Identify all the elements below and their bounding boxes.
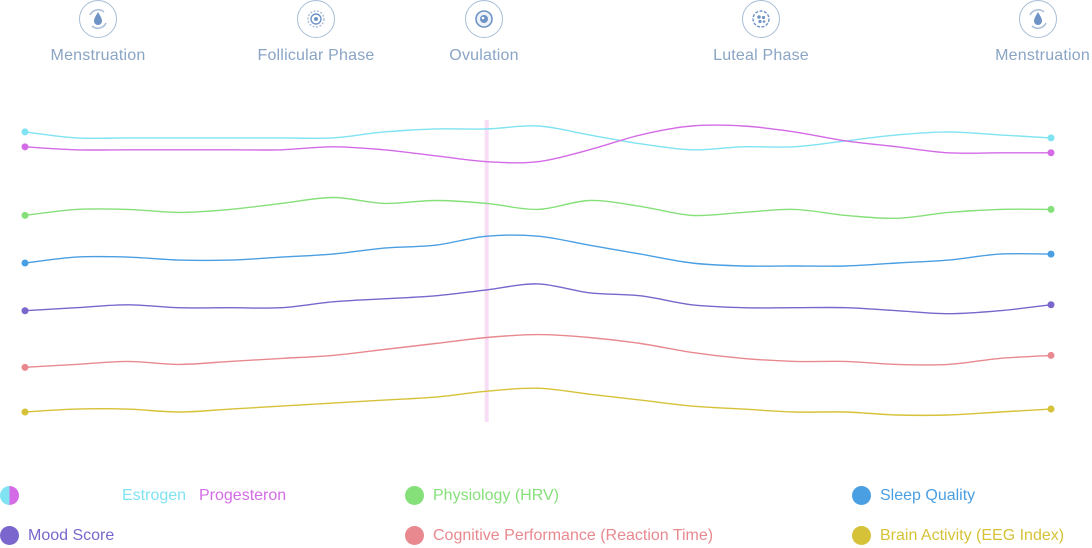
series-point-sleep-quality-start xyxy=(21,259,29,267)
series-line-brain-activity-eeg-index xyxy=(24,387,1052,417)
legend-label: Mood Score xyxy=(28,526,115,544)
legend-progesteron: Progesteron xyxy=(199,487,286,505)
series-line-cognitive-performance-reaction-time xyxy=(24,333,1052,369)
swatch-icon xyxy=(0,526,19,545)
series-point-mood-score-end xyxy=(1047,301,1055,309)
phase-label: Follicular Phase xyxy=(257,47,375,64)
legend-label: Brain Activity (EEG Index) xyxy=(880,526,1065,544)
legend-label: Sleep Quality xyxy=(880,486,976,504)
droplet-icon xyxy=(1019,0,1057,38)
series-point-cognitive-performance-reaction-time-start xyxy=(21,363,29,371)
series-point-physiology-hrv-start xyxy=(21,211,29,219)
legend-label: Cognitive Performance (Reaction Time) xyxy=(433,526,714,544)
series-line-estrogen xyxy=(24,125,1052,151)
egg-icon xyxy=(465,0,503,38)
phase-label: Ovulation xyxy=(449,47,519,64)
droplet-icon xyxy=(79,0,117,38)
series-point-sleep-quality-end xyxy=(1047,250,1055,258)
legend-cognitive: Cognitive Performance (Reaction Time) xyxy=(405,526,713,545)
legend-label: Physiology (HRV) xyxy=(433,486,559,504)
swatch-icon xyxy=(852,526,871,545)
series-point-mood-score-start xyxy=(21,307,29,315)
legend-estrogen: Estrogen xyxy=(122,487,186,505)
phase-ovulation: Ovulation xyxy=(394,0,574,65)
legend-label: Estrogen xyxy=(122,487,187,504)
phase-menstruation-end: Menstruation xyxy=(912,0,1092,65)
series-line-mood-score xyxy=(24,283,1052,315)
series-point-estrogen-start xyxy=(21,128,29,136)
phase-label: Luteal Phase xyxy=(713,47,809,64)
legend-hormones-swatch xyxy=(0,486,19,505)
series-point-brain-activity-eeg-index-start xyxy=(21,408,29,416)
legend-hrv: Physiology (HRV) xyxy=(405,486,559,505)
series-point-progesteron-start xyxy=(21,143,29,151)
follicle-icon xyxy=(297,0,335,38)
swatch-icon xyxy=(852,486,871,505)
swatch-icon xyxy=(405,526,424,545)
phase-menstruation-start: Menstruation xyxy=(8,0,188,65)
ovulation-marker xyxy=(484,120,489,422)
series-point-brain-activity-eeg-index-end xyxy=(1047,405,1055,413)
phase-luteal: Luteal Phase xyxy=(671,0,851,65)
phase-label: Menstruation xyxy=(50,47,146,64)
series-point-cognitive-performance-reaction-time-end xyxy=(1047,351,1055,359)
swatch-icon xyxy=(405,486,424,505)
legend-mood: Mood Score xyxy=(0,526,114,545)
series-point-physiology-hrv-end xyxy=(1047,205,1055,213)
split-swatch-icon xyxy=(0,486,19,505)
legend-label: Progesteron xyxy=(199,487,287,504)
corpus-luteum-icon xyxy=(742,0,780,38)
series-point-progesteron-end xyxy=(1047,149,1055,157)
legend-brain: Brain Activity (EEG Index) xyxy=(852,526,1064,545)
phase-label: Menstruation xyxy=(995,47,1090,64)
series-line-physiology-hrv xyxy=(24,196,1052,220)
phase-follicular: Follicular Phase xyxy=(226,0,406,65)
series-point-estrogen-end xyxy=(1047,134,1055,142)
series-line-progesteron xyxy=(24,124,1051,164)
series-line-sleep-quality xyxy=(24,234,1052,267)
legend-sleep: Sleep Quality xyxy=(852,486,975,505)
